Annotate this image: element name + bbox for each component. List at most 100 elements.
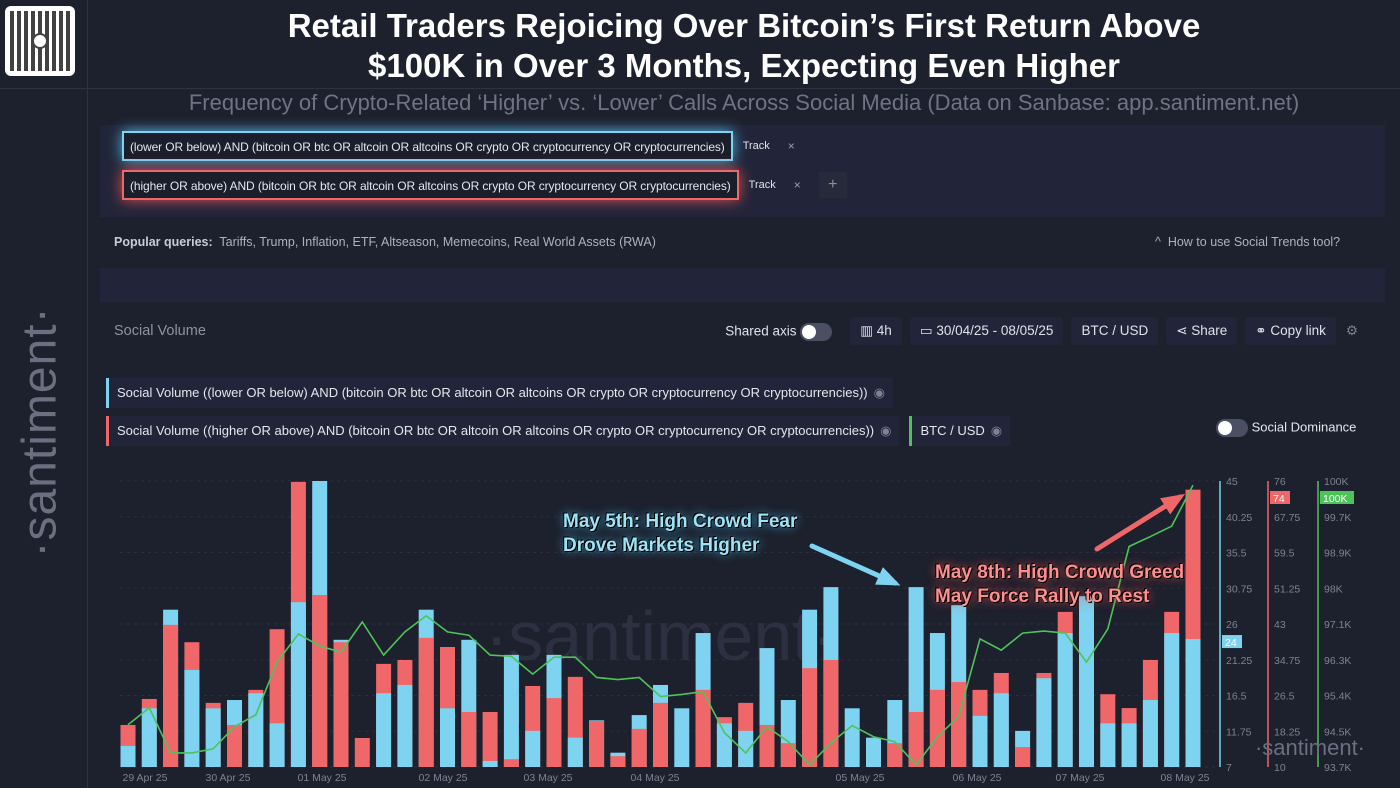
bar-lower xyxy=(1121,723,1137,767)
y-tick-label: 76 xyxy=(1274,476,1286,488)
bar-lower xyxy=(674,708,690,767)
title-line-1: Retail Traders Rejoicing Over Bitcoin’s … xyxy=(287,7,1201,44)
bar-higher xyxy=(354,737,370,767)
bar-lower xyxy=(525,730,541,767)
bar-higher xyxy=(908,711,924,767)
bar-lower xyxy=(184,669,200,767)
x-tick-label: 07 May 25 xyxy=(1055,772,1104,784)
greed-arrow-head xyxy=(1160,493,1186,515)
copy-link-label: Copy link xyxy=(1270,323,1326,338)
bar-higher xyxy=(227,724,242,767)
pair-select[interactable]: BTC / USD xyxy=(1071,317,1159,345)
track-button-lower[interactable]: Track xyxy=(742,140,770,152)
y-tick-label: 16.5 xyxy=(1226,691,1247,703)
remove-query-higher-icon[interactable]: × xyxy=(793,178,801,192)
date-range-picker[interactable]: ▭ 30/04/25 - 08/05/25 xyxy=(909,317,1064,345)
x-tick-label: 01 May 25 xyxy=(297,772,346,784)
bar-lower xyxy=(376,693,392,767)
x-tick-label: 30 Apr 25 xyxy=(206,772,251,784)
bar-lower xyxy=(397,684,413,767)
x-tick-label: 02 May 25 xyxy=(418,772,467,784)
bar-higher xyxy=(503,759,519,767)
howto-link[interactable]: ^ How to use Social Trends tool? xyxy=(1155,235,1340,249)
y-tick-label: 34.75 xyxy=(1274,655,1300,667)
eye-icon[interactable]: ◉ xyxy=(873,385,885,400)
bar-lower xyxy=(503,654,519,767)
toggle-switch[interactable] xyxy=(800,323,833,341)
qr-code-logo xyxy=(5,6,75,76)
share-icon: ⋖ xyxy=(1176,323,1192,338)
bar-lower xyxy=(972,715,988,767)
y-tick-label: 26.5 xyxy=(1274,691,1295,703)
btc-price-line xyxy=(127,484,1194,767)
popular-queries: Popular queries: Tariffs, Trump, Inflati… xyxy=(114,235,656,249)
y-tick-label: 26 xyxy=(1226,619,1238,631)
popular-items[interactable]: Tariffs, Trump, Inflation, ETF, Altseaso… xyxy=(219,235,656,249)
eye-icon[interactable]: ◉ xyxy=(880,423,892,438)
annotation-line: Drove Markets Higher xyxy=(563,535,760,556)
x-tick-label: 03 May 25 xyxy=(523,772,572,784)
y-tick-label: 45 xyxy=(1226,476,1238,488)
interval-value: 4h xyxy=(876,323,892,338)
add-query-button[interactable]: + xyxy=(818,172,847,198)
shared-axis-label: Shared axis xyxy=(725,323,797,339)
annotation-line: May 5th: High Crowd Fear xyxy=(563,511,798,532)
bar-lower xyxy=(1036,678,1052,767)
track-button-higher[interactable]: Track xyxy=(748,179,776,191)
social-dominance-toggle[interactable]: Social Dominance xyxy=(1216,419,1356,437)
x-tick-label: 06 May 25 xyxy=(952,772,1001,784)
settings-gear-icon[interactable]: ⚙ xyxy=(1345,323,1358,338)
bar-lower xyxy=(567,737,583,767)
legend-item-btc[interactable]: BTC / USD ◉ xyxy=(909,416,1011,446)
toggle-switch[interactable] xyxy=(1216,419,1248,437)
y-tick-label: 40.25 xyxy=(1226,512,1252,524)
y-tick-label: 94.5K xyxy=(1324,726,1351,738)
annotation-line: May Force Rally to Rest xyxy=(935,586,1150,607)
query-row-higher: (higher OR above) AND (bitcoin OR btc OR… xyxy=(122,170,847,200)
bar-lower xyxy=(866,737,881,767)
bar-higher xyxy=(546,698,562,767)
copy-link-button[interactable]: ⚭ Copy link xyxy=(1245,317,1336,345)
bar-higher xyxy=(333,642,349,767)
bar-lower xyxy=(716,723,732,767)
bar-higher xyxy=(631,728,647,767)
y-tick-label: 59.5 xyxy=(1274,548,1295,560)
legend-item-higher[interactable]: Social Volume ((higher OR above) AND (bi… xyxy=(106,416,900,446)
bar-higher xyxy=(759,724,775,767)
y-tick-label: 11.75 xyxy=(1226,726,1252,738)
y-tick-label: 96.3K xyxy=(1324,655,1351,667)
last-value-badge-lower-bg xyxy=(1222,635,1242,649)
legend-label: Social Volume ((higher OR above) AND (bi… xyxy=(117,423,875,438)
annotation-fear: May 5th: High Crowd Fear Drove Markets Hi… xyxy=(563,510,797,558)
section-title: Social Volume xyxy=(114,323,206,339)
eye-icon[interactable]: ◉ xyxy=(990,423,1003,438)
calendar-icon: ▭ xyxy=(919,323,937,338)
candle-icon: ▥ xyxy=(860,323,877,338)
interval-select[interactable]: ▥ 4h xyxy=(850,317,902,345)
share-button[interactable]: ⋖ Share xyxy=(1166,317,1238,345)
bar-higher xyxy=(887,743,903,767)
bar-lower xyxy=(205,708,221,767)
annotation-greed: May 8th: High Crowd Greed May Force Rally… xyxy=(935,561,1184,609)
bar-lower xyxy=(1079,596,1094,767)
query-input-higher[interactable]: (higher OR above) AND (bitcoin OR btc OR… xyxy=(122,170,739,200)
legend-item-lower[interactable]: Social Volume ((lower OR below) AND (bit… xyxy=(106,378,893,408)
shared-axis-toggle[interactable]: Shared axis xyxy=(715,317,842,345)
corner-watermark: ·santiment· xyxy=(1255,735,1365,760)
bar-higher xyxy=(482,711,498,767)
fear-arrow-head xyxy=(875,567,901,586)
y-tick-label: 98K xyxy=(1324,583,1343,595)
query-input-lower[interactable]: (lower OR below) AND (bitcoin OR btc OR … xyxy=(122,131,733,161)
x-tick-label: 05 May 25 xyxy=(835,772,884,784)
bar-higher xyxy=(802,668,818,767)
y-tick-label: 51.25 xyxy=(1274,583,1300,595)
bar-lower xyxy=(248,693,264,767)
annotation-line: May 8th: High Crowd Greed xyxy=(935,562,1185,583)
bar-lower xyxy=(1142,700,1158,767)
bar-lower xyxy=(269,723,285,767)
last-value-badge-btc: 100K xyxy=(1323,493,1348,505)
legend-row-1: Social Volume ((lower OR below) AND (bit… xyxy=(106,378,893,408)
last-value-badge-higher-bg xyxy=(1270,491,1290,504)
bar-lower xyxy=(1185,639,1201,767)
remove-query-lower-icon[interactable]: × xyxy=(787,139,795,153)
